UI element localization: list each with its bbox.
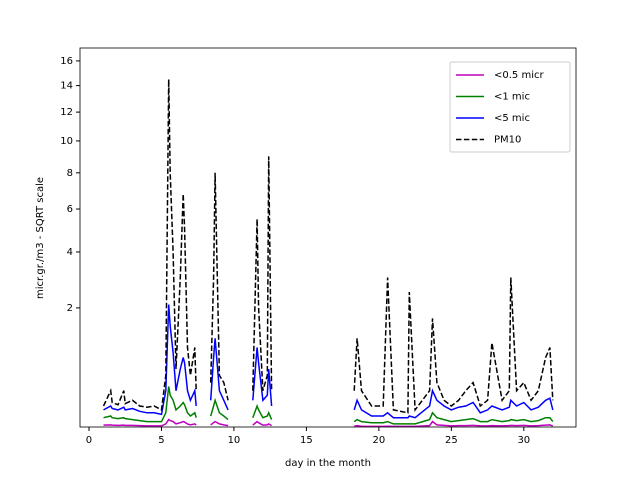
legend-label: PM10	[494, 135, 521, 146]
series-line	[103, 304, 554, 419]
x-tick-label: 20	[373, 435, 386, 446]
axes-frame	[79, 47, 577, 428]
legend-box	[449, 61, 571, 153]
y-tick-label: 10	[60, 136, 73, 147]
x-tick-label: 0	[86, 435, 92, 446]
y-tick-label: 12	[60, 107, 73, 118]
x-tick-label: 30	[517, 435, 530, 446]
x-tick-label: 25	[445, 435, 458, 446]
y-tick-label: 6	[67, 204, 73, 215]
y-tick-label: 2	[67, 303, 73, 314]
legend-label: <5 mic	[494, 113, 530, 124]
legend-label: <1 mic	[494, 92, 530, 103]
x-tick-label: 15	[300, 435, 313, 446]
plot-area	[102, 79, 554, 427]
x-tick-label: 10	[228, 435, 241, 446]
y-tick-label: 16	[60, 56, 73, 67]
y-tick-label: 8	[67, 168, 73, 179]
x-axis-label: day in the month	[285, 458, 371, 469]
series-line	[102, 79, 554, 414]
legend-label: <0.5 micr	[494, 70, 544, 81]
y-tick-label: 4	[67, 247, 73, 258]
y-axis-label: micr.gr./m3 - SQRT scale	[35, 177, 46, 299]
series-line	[103, 386, 554, 425]
series-line	[103, 418, 554, 427]
y-tick-label: 14	[60, 81, 73, 92]
x-tick-label: 5	[158, 435, 164, 446]
